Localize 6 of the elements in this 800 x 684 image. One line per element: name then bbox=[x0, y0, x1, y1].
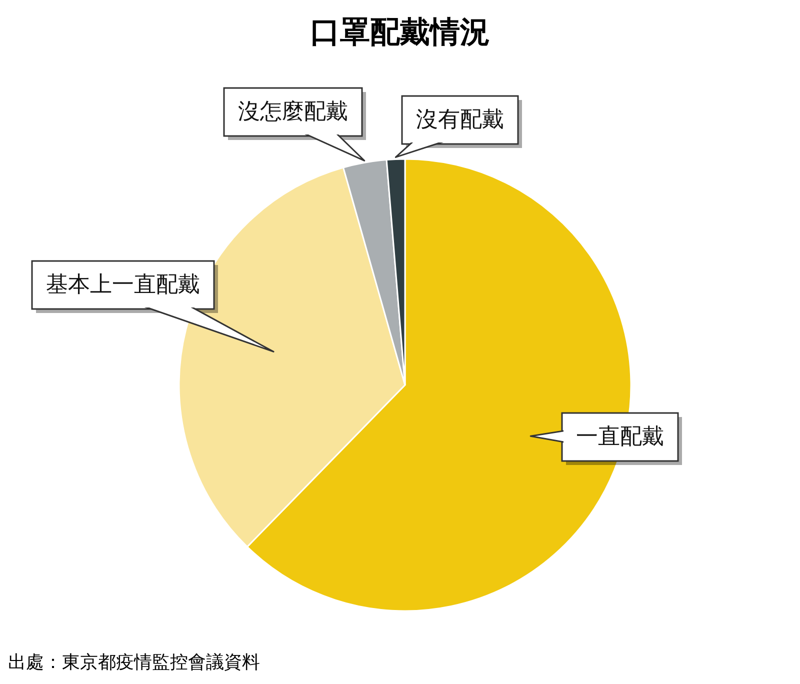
slice-label: 基本上一直配戴 bbox=[46, 272, 200, 298]
chart-title: 口罩配戴情況 bbox=[309, 14, 491, 52]
slice-label: 沒有配戴 bbox=[416, 108, 504, 132]
slice-label: 沒怎麼配戴 bbox=[238, 100, 348, 124]
text: 出處：東京都疫情監控會議資料 bbox=[8, 651, 260, 674]
slice-label: 一直配戴 bbox=[576, 424, 664, 450]
